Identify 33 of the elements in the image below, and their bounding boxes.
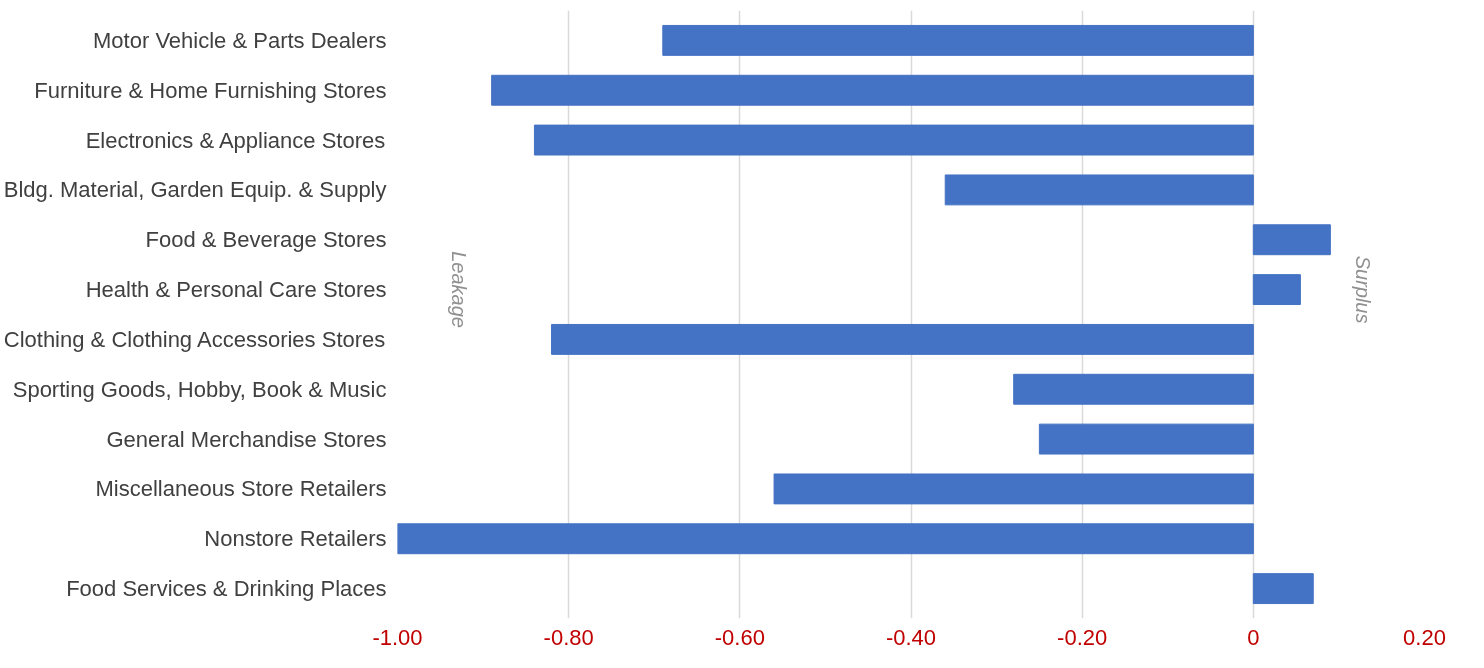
bar xyxy=(397,523,1254,555)
annotation: Surplus xyxy=(1351,255,1374,324)
bar xyxy=(1252,224,1331,256)
bar xyxy=(551,323,1254,355)
x-tick-label: -0.80 xyxy=(543,624,594,650)
y-tick-label: Bldg. Material, Garden Equip. & Supply xyxy=(3,177,387,203)
x-tick-label: 0.20 xyxy=(1403,624,1446,650)
y-tick-label: Food Services & Drinking Places xyxy=(66,576,387,602)
bar xyxy=(1252,573,1314,605)
y-tick-label: Motor Vehicle & Parts Dealers xyxy=(93,27,387,53)
bar xyxy=(1038,423,1254,455)
y-tick-label: Clothing & Clothing Accessories Stores xyxy=(3,326,386,352)
y-tick-label: Electronics & Appliance Stores xyxy=(85,127,386,153)
y-tick-label: Food & Beverage Stores xyxy=(145,227,387,253)
bar xyxy=(533,124,1254,156)
y-tick-label: Nonstore Retailers xyxy=(204,526,387,552)
x-tick-label: -0.20 xyxy=(1057,624,1108,650)
bar xyxy=(1013,373,1254,405)
x-tick-label: -0.40 xyxy=(885,624,937,650)
y-tick-label: General Merchandise Stores xyxy=(106,426,387,452)
bar xyxy=(662,24,1254,56)
y-tick-label: Sporting Goods, Hobby, Book & Music xyxy=(12,376,387,402)
bar xyxy=(944,174,1254,206)
x-tick-label: -1.00 xyxy=(372,624,423,650)
y-tick-label: Health & Personal Care Stores xyxy=(85,277,387,303)
x-tick-label: 0 xyxy=(1247,624,1260,650)
y-tick-label: Miscellaneous Store Retailers xyxy=(95,476,387,502)
bar xyxy=(1252,274,1301,306)
y-tick-label: Furniture & Home Furnishing Stores xyxy=(34,77,387,103)
bar xyxy=(491,74,1254,106)
bar xyxy=(773,473,1254,505)
x-tick-label: -0.60 xyxy=(714,624,765,650)
annotation: Leakage xyxy=(448,251,471,328)
